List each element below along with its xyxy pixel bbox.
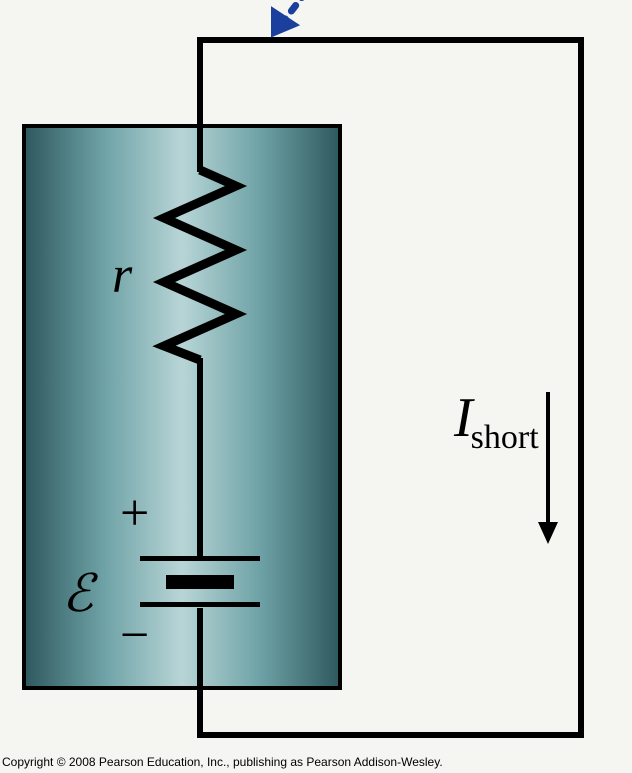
label-current: Ishort [454, 386, 541, 450]
copyright-text: Copyright © 2008 Pearson Education, Inc.… [2, 755, 443, 769]
circuit-diagram: { "diagram": { "type": "circuit-diagram"… [0, 0, 632, 773]
label-current-I: I [454, 387, 473, 449]
label-minus: − [120, 610, 149, 662]
label-current-sub: short [471, 419, 539, 456]
label-plus: + [120, 488, 149, 540]
label-internal-resistance: r [112, 246, 132, 305]
label-emf: ℰ [62, 564, 93, 624]
